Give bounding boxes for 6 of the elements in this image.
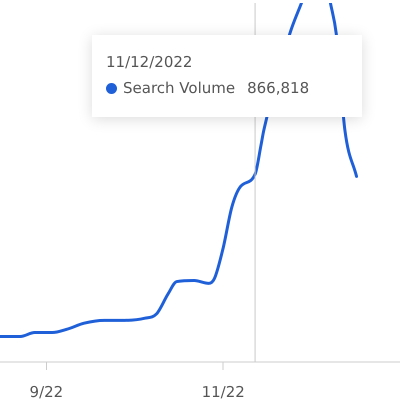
annotation: 11/12/2022 [106,53,194,71]
x-tick-label: 9/22 [30,382,64,401]
legend-label: Search Volume [123,79,236,97]
x-tick-label: 11/22 [202,382,245,401]
tooltip-panel: 11/12/2022 Search Volume 866,818 [92,35,362,117]
annotation: 866,818 [247,79,310,97]
